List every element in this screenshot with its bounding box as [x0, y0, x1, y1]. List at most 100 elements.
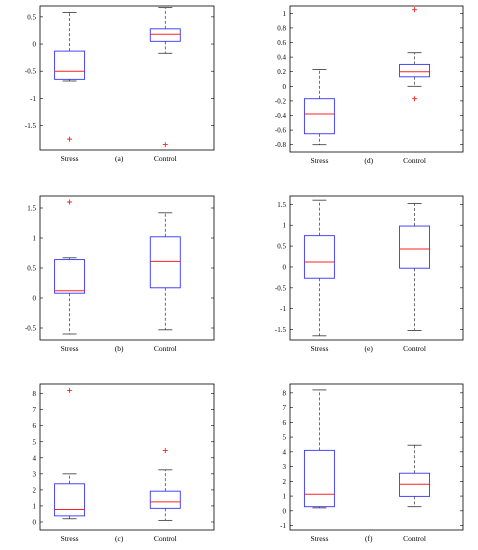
- category-label: Stress: [61, 534, 79, 543]
- outlier-marker: [412, 7, 417, 12]
- category-label: Control: [154, 154, 177, 163]
- y-tick-label: 2: [33, 486, 37, 494]
- y-tick-label: -1.5: [275, 326, 287, 334]
- y-tick-label: 6: [283, 419, 287, 427]
- y-tick-label: -0.8: [275, 141, 287, 149]
- y-tick-label: 1: [283, 493, 287, 501]
- y-tick-label: 7: [33, 406, 37, 414]
- y-tick-label: -0.4: [275, 112, 287, 120]
- y-tick-label: 3: [283, 463, 287, 471]
- y-tick-label: -0.5: [25, 68, 37, 76]
- iqr-box: [150, 237, 180, 288]
- iqr-box: [400, 226, 430, 268]
- y-tick-label: -0.5: [275, 284, 287, 292]
- y-tick-label: -1: [30, 95, 36, 103]
- box-stress: [304, 390, 334, 508]
- y-tick-label: -1: [280, 305, 286, 313]
- y-tick-label: 1: [283, 222, 287, 230]
- category-label: Stress: [310, 534, 328, 543]
- y-tick-label: 0.5: [277, 243, 286, 251]
- outlier-marker: [412, 96, 417, 101]
- y-tick-label: 0.6: [277, 39, 286, 47]
- plot-frame: [40, 196, 214, 340]
- panel-label: (a): [115, 154, 124, 163]
- y-tick-label: 7: [283, 404, 287, 412]
- iqr-box: [150, 29, 180, 41]
- box-stress: [304, 200, 334, 336]
- iqr-box: [400, 473, 430, 496]
- y-tick-label: 4: [283, 448, 287, 456]
- y-tick-label: -0.2: [275, 97, 287, 105]
- category-label: Stress: [61, 344, 79, 353]
- outlier-marker: [163, 448, 168, 453]
- category-label: Stress: [310, 344, 328, 353]
- y-tick-label: 0.8: [277, 24, 286, 32]
- y-tick-label: 4: [33, 454, 37, 462]
- plot-frame: [290, 196, 463, 340]
- y-tick-label: 5: [283, 434, 287, 442]
- iqr-box: [304, 99, 334, 134]
- y-tick-label: 3: [33, 470, 37, 478]
- y-tick-label: 6: [33, 422, 37, 430]
- category-label: Control: [403, 344, 426, 353]
- y-tick-label: 8: [283, 389, 287, 397]
- y-tick-label: 0: [283, 263, 287, 271]
- category-label: Control: [154, 534, 177, 543]
- iqr-box: [400, 64, 430, 76]
- box-control: [400, 7, 430, 101]
- category-label: Control: [403, 156, 426, 165]
- y-tick-label: 0: [283, 507, 287, 515]
- iqr-box: [304, 450, 334, 506]
- outlier-marker: [67, 200, 72, 205]
- box-plot-panel: 0 1 2 3 4 5 6 7 8 Stress Control (c): [33, 384, 215, 543]
- plot-frame: [40, 384, 214, 530]
- category-label: Control: [403, 534, 426, 543]
- y-tick-label: 0: [283, 83, 287, 91]
- y-tick-label: 1: [33, 502, 37, 510]
- category-label: Stress: [310, 156, 328, 165]
- y-tick-label: 0.5: [27, 265, 36, 273]
- iqr-box: [304, 236, 334, 279]
- iqr-box: [55, 260, 85, 294]
- box-control: [150, 448, 180, 520]
- category-label: Control: [154, 344, 177, 353]
- y-tick-label: -1.5: [25, 122, 37, 130]
- box-stress: [55, 200, 85, 335]
- outlier-marker: [67, 137, 72, 142]
- box-control: [400, 445, 430, 506]
- box-control: [400, 204, 430, 331]
- y-tick-label: -0.6: [275, 127, 287, 135]
- box-stress: [304, 70, 334, 145]
- plot-frame: [40, 6, 214, 150]
- panel-label: (c): [115, 534, 124, 543]
- y-tick-label: 0: [33, 295, 37, 303]
- box-control: [150, 8, 180, 147]
- y-tick-label: 1.5: [277, 201, 286, 209]
- iqr-box: [150, 491, 180, 508]
- y-tick-label: 0.5: [27, 13, 36, 21]
- box-control: [150, 213, 180, 330]
- box-plot-panel: -1.5 -1 -0.5 0 0.5 1 1.5 Stress Control (e): [275, 196, 463, 353]
- panel-label: (d): [364, 156, 373, 165]
- box-plot-panel: -1 0 1 2 3 4 5 6 7 8 Stress Control (f): [280, 384, 463, 543]
- y-tick-label: 1: [283, 10, 287, 18]
- y-tick-label: 5: [33, 438, 37, 446]
- category-label: Stress: [61, 154, 79, 163]
- panel-label: (b): [115, 344, 124, 353]
- y-tick-label: 0: [33, 518, 37, 526]
- y-tick-label: 0.2: [277, 68, 286, 76]
- panel-label: (f): [365, 534, 373, 543]
- box-plot-panel: -0.8 -0.6 -0.4 -0.2 0 0.2 0.4 0.6 0.8 1 Stress Cont…: [275, 6, 463, 165]
- y-tick-label: 0: [33, 41, 37, 49]
- y-tick-label: -0.5: [25, 325, 37, 333]
- panel-label: (e): [365, 344, 374, 353]
- box-plot-panel: -1.5 -1 -0.5 0 0.5 Stress Control (a): [25, 6, 214, 163]
- box-stress: [55, 13, 85, 142]
- outlier-marker: [163, 142, 168, 147]
- box-plot-panel: -0.5 0 0.5 1 1.5 Stress Control (b): [25, 196, 214, 353]
- iqr-box: [55, 51, 85, 79]
- y-tick-label: 2: [283, 478, 287, 486]
- y-tick-label: 1: [33, 235, 37, 243]
- outlier-marker: [67, 388, 72, 393]
